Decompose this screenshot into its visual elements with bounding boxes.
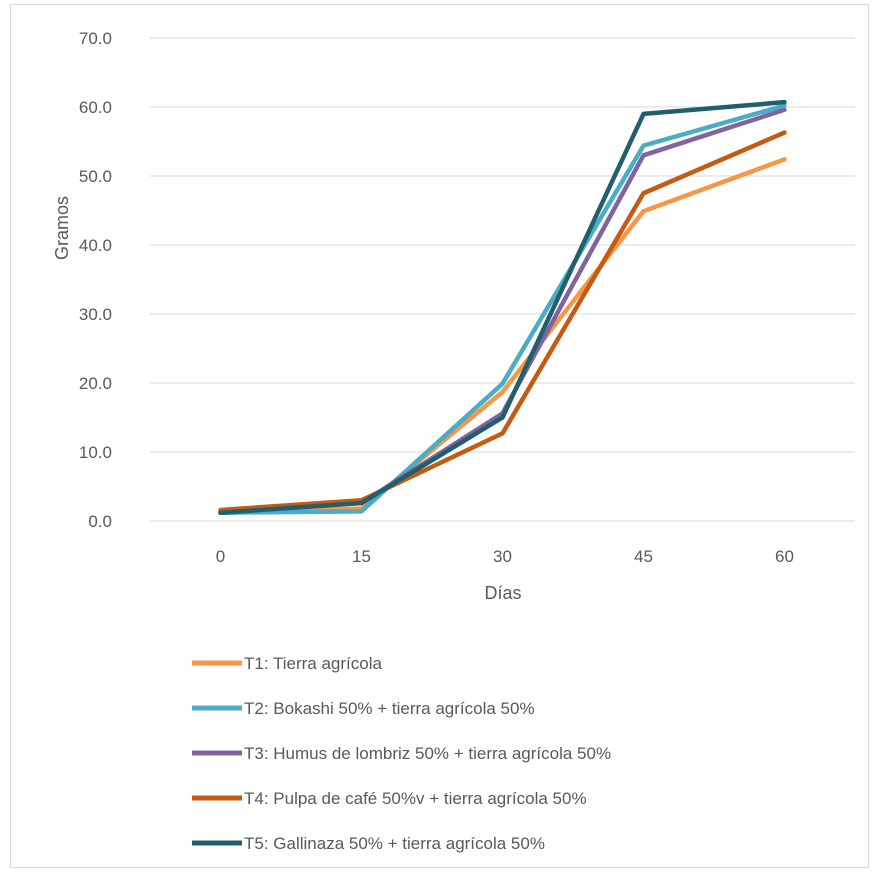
grid-lines bbox=[150, 37, 855, 522]
legend-item: T3: Humus de lombriz 50% + tierra agríco… bbox=[192, 744, 611, 763]
legend-item: T5: Gallinaza 50% + tierra agrícola 50% bbox=[192, 834, 545, 853]
y-tick-label: 20.0 bbox=[79, 374, 112, 393]
legend-item: T4: Pulpa de café 50%v + tierra agrícola… bbox=[192, 789, 587, 808]
legend-label: T5: Gallinaza 50% + tierra agrícola 50% bbox=[244, 834, 545, 853]
x-tick-label: 0 bbox=[216, 547, 225, 566]
y-tick-label: 30.0 bbox=[79, 305, 112, 324]
x-axis-ticks: 0 15 30 45 60 bbox=[216, 547, 794, 566]
legend: T1: Tierra agrícola T2: Bokashi 50% + tie… bbox=[192, 654, 611, 853]
x-tick-label: 60 bbox=[775, 547, 794, 566]
legend-item: T1: Tierra agrícola bbox=[192, 654, 382, 673]
x-tick-label: 45 bbox=[634, 547, 653, 566]
legend-label: T4: Pulpa de café 50%v + tierra agrícola… bbox=[244, 789, 587, 808]
series-lines bbox=[218, 99, 787, 515]
x-tick-label: 15 bbox=[352, 547, 371, 566]
y-tick-label: 70.0 bbox=[79, 29, 112, 48]
x-axis-label: Días bbox=[484, 583, 521, 603]
y-axis-label: Gramos bbox=[52, 196, 72, 260]
series-line-t5 bbox=[218, 99, 787, 515]
legend-label: T2: Bokashi 50% + tierra agrícola 50% bbox=[244, 699, 535, 718]
y-tick-label: 60.0 bbox=[79, 98, 112, 117]
y-tick-label: 40.0 bbox=[79, 236, 112, 255]
y-tick-label: 10.0 bbox=[79, 443, 112, 462]
x-tick-label: 30 bbox=[493, 547, 512, 566]
legend-label: T3: Humus de lombriz 50% + tierra agríco… bbox=[244, 744, 611, 763]
y-tick-label: 50.0 bbox=[79, 167, 112, 186]
y-tick-label: 0.0 bbox=[88, 512, 112, 531]
legend-item: T2: Bokashi 50% + tierra agrícola 50% bbox=[192, 699, 535, 718]
legend-label: T1: Tierra agrícola bbox=[244, 654, 382, 673]
y-axis-ticks: 0.0 10.0 20.0 30.0 40.0 50.0 60.0 70.0 bbox=[79, 29, 112, 531]
chart-frame bbox=[10, 4, 869, 868]
series-line-t1 bbox=[218, 157, 787, 515]
